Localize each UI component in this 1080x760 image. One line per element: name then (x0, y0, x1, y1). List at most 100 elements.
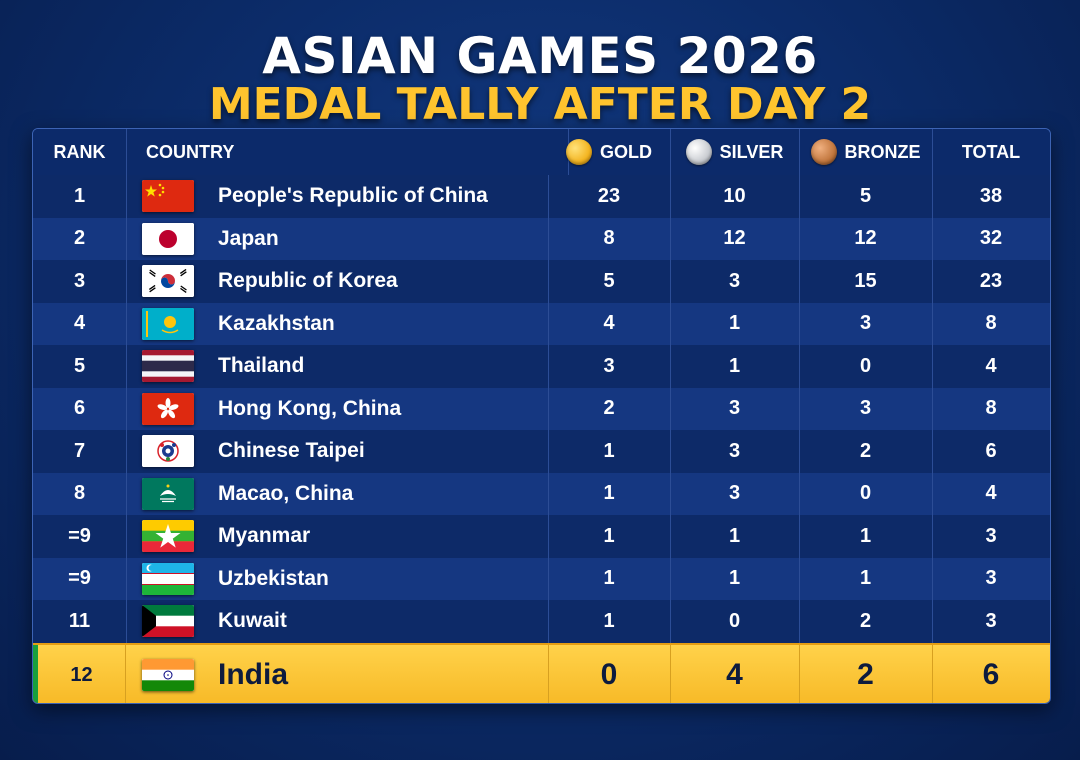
gold-count-cell: 23 (548, 175, 671, 218)
kuwait-flag-icon (142, 605, 194, 637)
country-cell: Chinese Taipei (126, 430, 549, 473)
table-row: 8 Macao, China 1 3 0 4 (33, 472, 1050, 516)
china-flag-icon (142, 180, 194, 212)
rank-cell: =9 (33, 515, 127, 558)
silver-count-cell: 3 (670, 430, 800, 473)
country-cell: Macao, China (126, 472, 549, 515)
total-count-cell: 3 (985, 567, 997, 590)
bronze-count-cell: 15 (799, 260, 933, 303)
total-count-cell: 8 (985, 397, 997, 420)
silver-count-cell: 10 (670, 175, 800, 218)
total-count-cell: 3 (985, 524, 997, 547)
highlighted-table-row: 12 India 0 4 2 6 (33, 642, 1050, 703)
silver-count-cell: 0 (670, 600, 800, 643)
country-name: Chinese Taipei (218, 439, 365, 463)
bronze-count-cell: 1 (799, 557, 933, 600)
japan-flag-icon (142, 222, 194, 255)
rank-cell: 8 (33, 472, 127, 515)
silver-count-cell: 1 (670, 515, 800, 558)
country-name: India (218, 658, 289, 691)
rank-cell: 5 (33, 345, 127, 388)
bronze-count-cell: 5 (799, 175, 933, 218)
country-cell: Kuwait (126, 600, 549, 643)
kazakhstan-flag-icon (142, 307, 194, 340)
gold-column-header: GOLD (548, 129, 671, 175)
table-row: 2 Japan 8 12 12 32 (33, 217, 1050, 261)
country-name: People's Republic of China (218, 184, 488, 208)
chinese-taipei-flag-icon (142, 435, 194, 467)
country-name: Kazakhstan (218, 311, 335, 335)
gold-count-cell: 2 (548, 387, 671, 430)
silver-count-cell: 1 (670, 345, 800, 388)
macao-flag-icon (142, 477, 194, 510)
rank-column-header: RANK (33, 129, 127, 175)
myanmar-flag-icon (142, 520, 194, 552)
total-count-cell: 23 (979, 269, 1003, 292)
country-cell: Japan (126, 217, 549, 260)
country-cell: Kazakhstan (126, 302, 549, 345)
thailand-flag-icon (142, 350, 194, 382)
table-row: 1 People's Republic of China 23 10 5 38 (33, 175, 1050, 219)
gold-count-cell: 5 (548, 260, 671, 303)
silver-label: SILVER (719, 141, 784, 162)
total-count-cell: 8 (985, 312, 997, 335)
gold-count-cell: 1 (548, 557, 671, 600)
gold-count-cell: 1 (548, 430, 671, 473)
page-title: ASIAN GAMES 2026 (262, 27, 818, 85)
silver-count-cell: 3 (670, 260, 800, 303)
gold-label: GOLD (600, 141, 652, 162)
country-name: Myanmar (218, 524, 311, 548)
country-name: Macao, China (218, 481, 354, 505)
india-flag-icon (142, 658, 194, 691)
country-cell: Uzbekistan (126, 557, 549, 600)
medal-table: RANK COUNTRY GOLD SILVER BRONZE TOTAL 1 P… (32, 128, 1051, 704)
silver-count-cell: 12 (670, 217, 800, 260)
gold-count-cell: 0 (548, 644, 671, 703)
rank-cell: 7 (33, 430, 127, 473)
table-row: 4 Kazakhstan 4 1 3 8 (33, 302, 1050, 346)
silver-count-cell: 4 (670, 644, 800, 703)
rank-cell: 11 (33, 600, 127, 643)
gold-medal-icon (566, 139, 592, 165)
silver-column-header: SILVER (670, 129, 800, 175)
table-row: 11 Kuwait 1 0 2 3 (33, 600, 1050, 644)
total-count-cell: 32 (979, 227, 1003, 250)
gold-count-cell: 8 (548, 217, 671, 260)
table-header: RANK COUNTRY GOLD SILVER BRONZE TOTAL (33, 129, 1050, 176)
korea-flag-icon (142, 265, 194, 297)
country-cell: Thailand (126, 345, 549, 388)
bronze-count-cell: 12 (799, 217, 933, 260)
bronze-column-header: BRONZE (799, 129, 933, 175)
table-row: 3 Republic of Korea 5 3 15 23 (33, 260, 1050, 304)
country-cell: People's Republic of China (126, 175, 549, 218)
table-row: 6 Hong Kong, China 2 3 3 8 (33, 387, 1050, 431)
silver-count-cell: 1 (670, 302, 800, 345)
country-name: Hong Kong, China (218, 396, 402, 420)
country-name: Japan (218, 226, 279, 250)
table-row: =9 Myanmar 1 1 1 3 (33, 515, 1050, 559)
country-name: Kuwait (218, 609, 287, 633)
bronze-count-cell: 1 (799, 515, 933, 558)
gold-count-cell: 4 (548, 302, 671, 345)
total-count-cell: 38 (979, 184, 1003, 207)
total-column-header: TOTAL (961, 141, 1021, 162)
bronze-count-cell: 2 (799, 644, 933, 703)
bronze-count-cell: 3 (799, 302, 933, 345)
bronze-count-cell: 2 (799, 600, 933, 643)
rank-cell: 6 (33, 387, 127, 430)
bronze-count-cell: 2 (799, 430, 933, 473)
silver-medal-icon (685, 139, 712, 165)
gold-count-cell: 1 (548, 515, 671, 558)
hong-kong-flag-icon (142, 392, 194, 425)
bronze-label: BRONZE (844, 141, 921, 162)
table-row: =9 Uzbekistan 1 1 1 3 (33, 557, 1050, 601)
rank-cell: 12 (33, 644, 126, 703)
silver-count-cell: 3 (670, 472, 800, 515)
gold-count-cell: 3 (548, 345, 671, 388)
country-cell: Myanmar (126, 515, 549, 558)
bronze-count-cell: 0 (799, 345, 933, 388)
silver-count-cell: 1 (670, 557, 800, 600)
bronze-medal-icon (810, 139, 837, 165)
page-subtitle: MEDAL TALLY AFTER DAY 2 (208, 79, 872, 130)
rank-cell: =9 (33, 557, 127, 600)
